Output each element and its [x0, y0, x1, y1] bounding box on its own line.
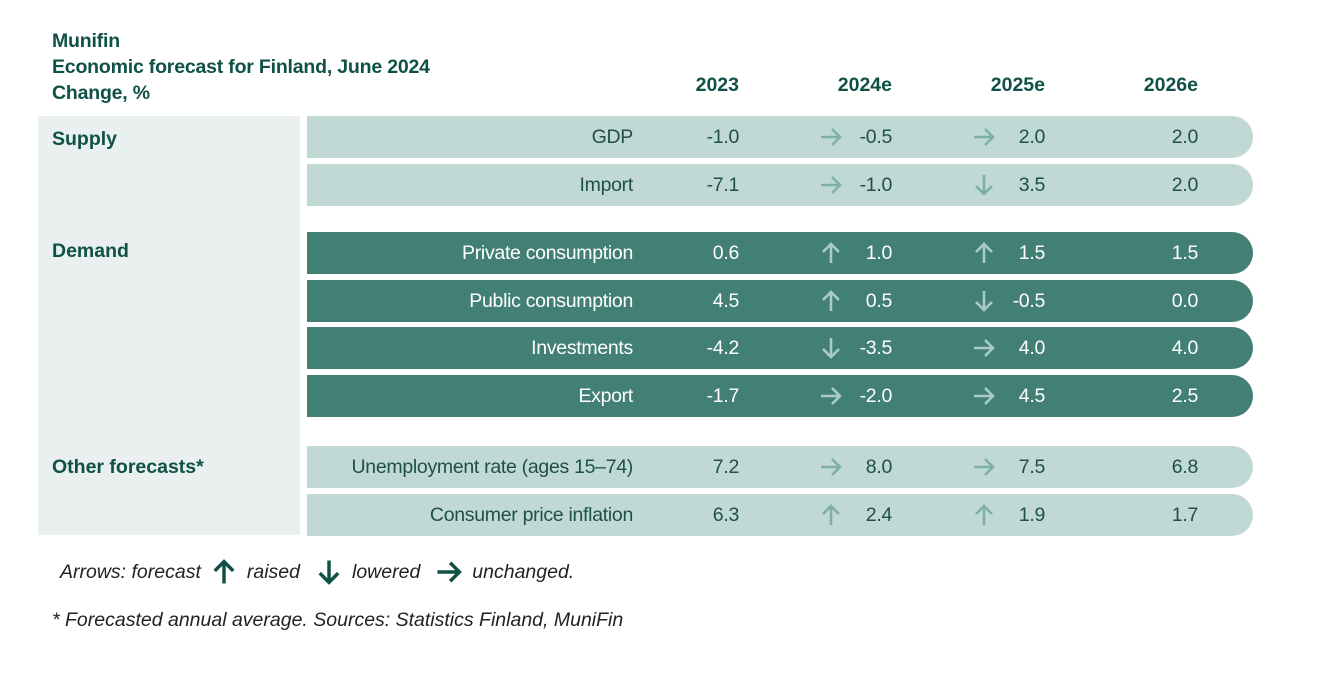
section-label-panel	[38, 116, 300, 535]
value-cell-2026e: 1.7	[1171, 504, 1199, 526]
value-cell-2023: 7.2	[712, 456, 740, 478]
arrow-up-icon	[213, 559, 235, 584]
value-cell-2023: -7.1	[706, 174, 740, 196]
unit-label: Change, %	[52, 82, 150, 104]
table-row: Public consumption 4.5 0.5 -0.5 0.0	[307, 280, 1253, 322]
section-label-supply: Supply	[52, 128, 118, 150]
value-cell-2025e: 1.5	[1018, 242, 1046, 264]
value-cell-2024e: 8.0	[865, 456, 893, 478]
legend-lowered: lowered	[352, 560, 421, 583]
value-cell-2025e: 4.5	[1018, 385, 1046, 407]
row-label: Investments	[531, 337, 633, 359]
arrow-up-icon	[822, 504, 840, 525]
legend-prefix: Arrows: forecast	[60, 560, 201, 583]
row-label: Private consumption	[462, 242, 633, 264]
arrow-right-icon	[974, 128, 995, 146]
arrow-right-icon	[974, 339, 995, 357]
arrow-up-icon	[822, 242, 840, 263]
value-cell-2024e: 1.0	[865, 242, 893, 264]
chart-header: Munifin Economic forecast for Finland, J…	[52, 28, 430, 106]
arrow-up-icon	[822, 290, 840, 311]
arrow-right-icon	[821, 176, 842, 194]
arrow-up-icon	[975, 242, 993, 263]
arrow-down-icon	[975, 291, 993, 312]
section-label-demand: Demand	[52, 240, 129, 262]
value-cell-2026e: 1.5	[1171, 242, 1199, 264]
value-cell-2023: -1.0	[706, 126, 740, 148]
value-cell-2026e: 6.8	[1171, 456, 1199, 478]
column-header-2023: 2023	[695, 74, 739, 96]
value-cell-2023: 6.3	[712, 504, 740, 526]
value-cell-2025e: 2.0	[1018, 126, 1046, 148]
arrow-right-icon	[821, 458, 842, 476]
value-cell-2023: 0.6	[712, 242, 740, 264]
arrow-down-icon	[822, 338, 840, 359]
value-cell-2025e: 3.5	[1018, 174, 1046, 196]
column-header-2026e: 2026e	[1143, 74, 1198, 96]
value-cell-2025e: 4.0	[1018, 337, 1046, 359]
value-cell-2024e: -0.5	[859, 126, 893, 148]
arrow-right-icon	[821, 128, 842, 146]
value-cell-2026e: 4.0	[1171, 337, 1199, 359]
chart-title: Economic forecast for Finland, June 2024	[52, 56, 430, 78]
column-header-2025e: 2025e	[990, 74, 1045, 96]
table-row: Investments -4.2 -3.5 4.0 4.0	[307, 327, 1253, 369]
legend-raised: raised	[246, 560, 300, 583]
arrow-right-icon	[821, 387, 842, 405]
table-row: Import -7.1 -1.0 3.5 2.0	[307, 164, 1253, 206]
value-cell-2026e: 2.5	[1171, 385, 1199, 407]
legend-unchanged: unchanged.	[472, 560, 575, 583]
arrow-right-icon	[974, 387, 995, 405]
value-cell-2023: -1.7	[706, 385, 740, 407]
value-cell-2024e: 2.4	[865, 504, 893, 526]
row-label: Export	[578, 385, 633, 407]
value-cell-2026e: 2.0	[1171, 174, 1199, 196]
section-label-other-forecasts: Other forecasts*	[52, 456, 204, 478]
column-header-2024e: 2024e	[837, 74, 892, 96]
row-label: Unemployment rate (ages 15–74)	[351, 456, 634, 478]
value-cell-2025e: -0.5	[1012, 290, 1046, 312]
arrow-legend: Arrows: forecast raised lowered unchange…	[60, 556, 574, 588]
value-cell-2024e: -3.5	[859, 337, 893, 359]
value-cell-2026e: 2.0	[1171, 126, 1199, 148]
arrow-right-icon	[437, 561, 463, 583]
value-cell-2024e: -2.0	[859, 385, 893, 407]
arrow-right-icon	[974, 458, 995, 476]
value-cell-2024e: 0.5	[865, 290, 893, 312]
value-cell-2023: 4.5	[712, 290, 740, 312]
arrow-down-icon	[318, 560, 340, 585]
value-cell-2024e: -1.0	[859, 174, 893, 196]
table-row: Private consumption 0.6 1.0 1.5 1.5	[307, 232, 1253, 274]
row-label: Import	[579, 174, 634, 196]
row-label: Consumer price inflation	[429, 504, 633, 526]
value-cell-2025e: 7.5	[1018, 456, 1046, 478]
arrow-up-icon	[975, 504, 993, 525]
value-cell-2023: -4.2	[706, 337, 740, 359]
arrow-down-icon	[975, 175, 993, 196]
publisher-name: Munifin	[52, 30, 120, 52]
footnote: * Forecasted annual average. Sources: St…	[52, 609, 624, 631]
table-row: GDP -1.0 -0.5 2.0 2.0	[307, 116, 1253, 158]
table-row: Export -1.7 -2.0 4.5 2.5	[307, 375, 1253, 417]
table-row: Unemployment rate (ages 15–74) 7.2 8.0 7.5 6…	[307, 446, 1253, 488]
row-label: Public consumption	[469, 290, 633, 312]
value-cell-2026e: 0.0	[1171, 290, 1199, 312]
value-cell-2025e: 1.9	[1018, 504, 1046, 526]
table-row: Consumer price inflation 6.3 2.4 1.9 1.7	[307, 494, 1253, 536]
row-label: GDP	[591, 126, 634, 148]
